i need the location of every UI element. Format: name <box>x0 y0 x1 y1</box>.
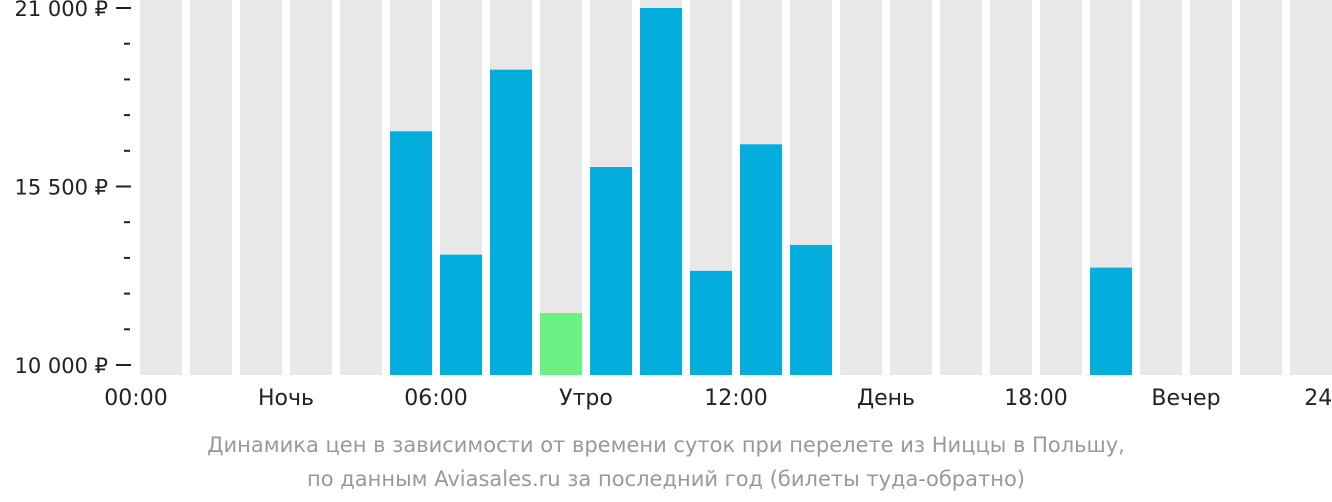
x-tick-label: Утро <box>559 386 613 411</box>
price-bar-7 <box>490 69 532 375</box>
x-tick-label: 00:00 <box>104 386 167 411</box>
background-bar-21 <box>1190 0 1232 375</box>
x-tick-label: 18:00 <box>1004 386 1067 411</box>
background-bar-1 <box>190 0 232 375</box>
price-bar-6 <box>440 254 482 375</box>
background-bar-8 <box>540 0 582 375</box>
background-bar-2 <box>240 0 282 375</box>
background-bar-20 <box>1140 0 1182 375</box>
y-tick-label: 10 000 ₽ <box>14 354 108 378</box>
y-tick-label: 21 000 ₽ <box>14 0 108 21</box>
background-bar-0 <box>140 0 182 375</box>
price-bars <box>390 8 1132 375</box>
price-bar-8 <box>540 313 582 375</box>
x-tick-label: 24:00 <box>1304 386 1332 411</box>
background-bar-3 <box>290 0 332 375</box>
y-tick-label: 15 500 ₽ <box>14 176 108 200</box>
background-bar-14 <box>840 0 882 375</box>
background-bar-17 <box>990 0 1032 375</box>
x-tick-label: 06:00 <box>404 386 467 411</box>
background-bars <box>140 0 1332 375</box>
price-bar-13 <box>790 244 832 375</box>
background-bar-23 <box>1290 0 1332 375</box>
x-tick-label: Вечер <box>1151 386 1220 411</box>
background-bar-4 <box>340 0 382 375</box>
background-bar-18 <box>1040 0 1082 375</box>
y-axis: 21 000 ₽ 15 500 ₽ 10 000 ₽ <box>14 0 131 378</box>
x-tick-label: День <box>857 386 915 411</box>
x-tick-label: Ночь <box>258 386 314 411</box>
price-bar-19 <box>1090 267 1132 375</box>
chart-caption-line-1: Динамика цен в зависимости от времени су… <box>207 433 1125 457</box>
price-bar-10 <box>640 8 682 375</box>
chart-caption-line-2: по данным Aviasales.ru за последний год … <box>307 467 1025 491</box>
x-tick-label: 12:00 <box>704 386 767 411</box>
price-bar-11 <box>690 270 732 375</box>
price-by-hour-chart: 21 000 ₽ 15 500 ₽ 10 000 ₽ 00:00 Ночь 06:00 У… <box>14 0 1332 411</box>
price-bar-9 <box>590 167 632 375</box>
price-bar-5 <box>390 131 432 375</box>
x-axis: 00:00 Ночь 06:00 Утро 12:00 День 18:00 Вечер 24:… <box>104 386 1332 411</box>
background-bar-15 <box>890 0 932 375</box>
price-bar-12 <box>740 144 782 375</box>
background-bar-16 <box>940 0 982 375</box>
background-bar-22 <box>1240 0 1282 375</box>
